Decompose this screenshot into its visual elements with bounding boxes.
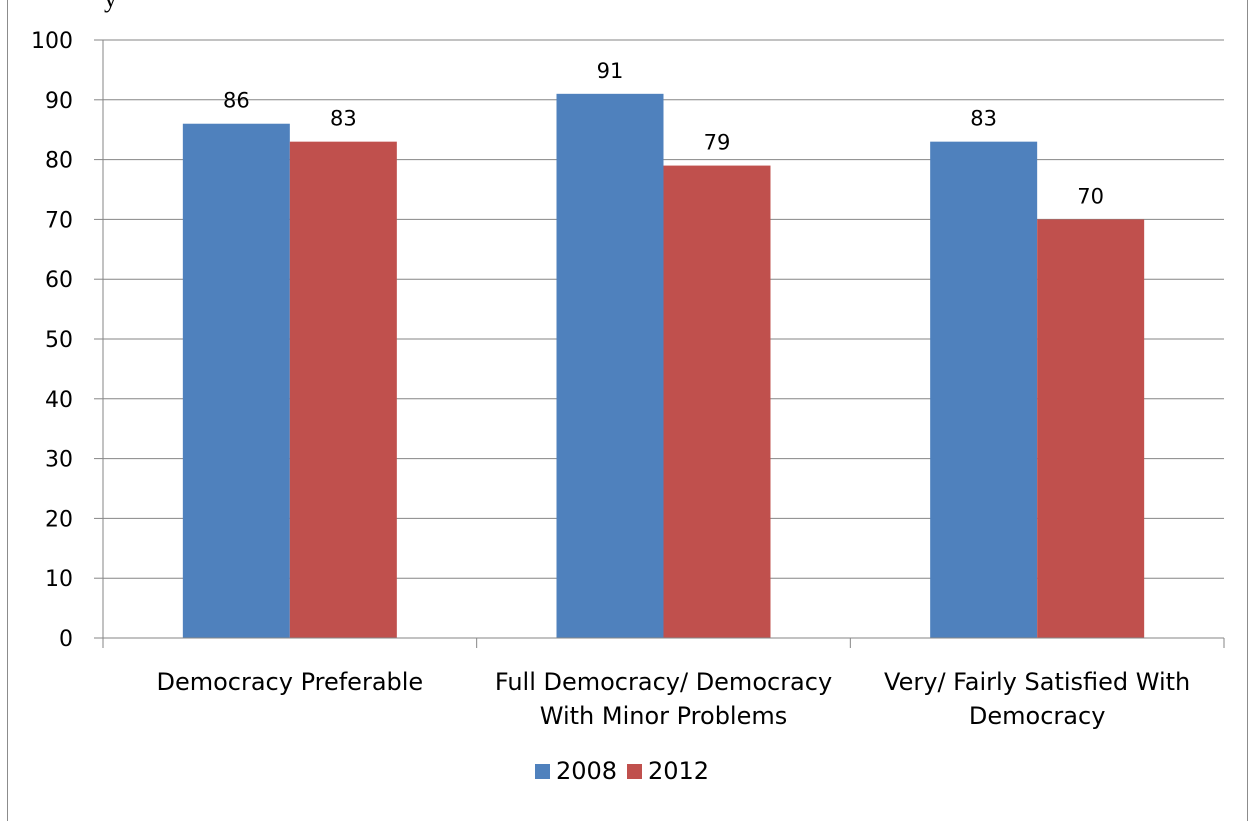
y-tick-label: 0 — [59, 627, 73, 652]
data-label: 83 — [970, 107, 997, 131]
y-tick-label: 40 — [45, 388, 73, 413]
legend-label-2012: 2012 — [648, 757, 709, 785]
bar-2012-0 — [289, 141, 397, 638]
x-category-label: With Minor Problems — [540, 702, 788, 730]
y-tick-label: 70 — [45, 208, 73, 233]
data-label: 83 — [330, 107, 357, 131]
bars — [182, 93, 1145, 639]
labels: 0 10 20 30 40 50 60 70 80 90 100 86 83 Democracy Pref… — [31, 29, 1190, 730]
axes — [94, 39, 1225, 648]
legend: 2008 2012 — [535, 757, 709, 785]
bar-2008-1 — [556, 93, 664, 638]
y-tick-label: 80 — [45, 149, 73, 174]
data-label: 91 — [597, 59, 624, 83]
y-tick-label: 60 — [45, 268, 73, 293]
legend-label-2008: 2008 — [556, 757, 617, 785]
y-tick-label: 30 — [45, 448, 73, 473]
data-label: 79 — [704, 131, 731, 155]
x-category-label: Democracy Preferable — [156, 668, 423, 696]
bar-2008-2 — [930, 141, 1038, 638]
legend-swatch-2008 — [535, 764, 550, 779]
x-category-label: Democracy — [969, 702, 1105, 730]
clipped-top-text: y — [104, 0, 117, 14]
bar-2008-0 — [182, 123, 290, 639]
y-tick-label: 100 — [31, 29, 73, 54]
data-label: 70 — [1077, 184, 1104, 208]
legend-swatch-2012 — [627, 764, 642, 779]
x-category-label: Full Democracy/ Democracy — [495, 668, 832, 696]
y-tick-label: 90 — [45, 89, 73, 114]
bar-2012-2 — [1037, 219, 1145, 638]
y-tick-label: 50 — [45, 328, 73, 353]
bar-2012-1 — [663, 165, 771, 638]
y-tick-label: 10 — [45, 567, 73, 592]
x-category-label: Very/ Fairly Satisfied With — [884, 668, 1190, 696]
data-label: 86 — [223, 89, 250, 113]
y-tick-label: 20 — [45, 507, 73, 532]
